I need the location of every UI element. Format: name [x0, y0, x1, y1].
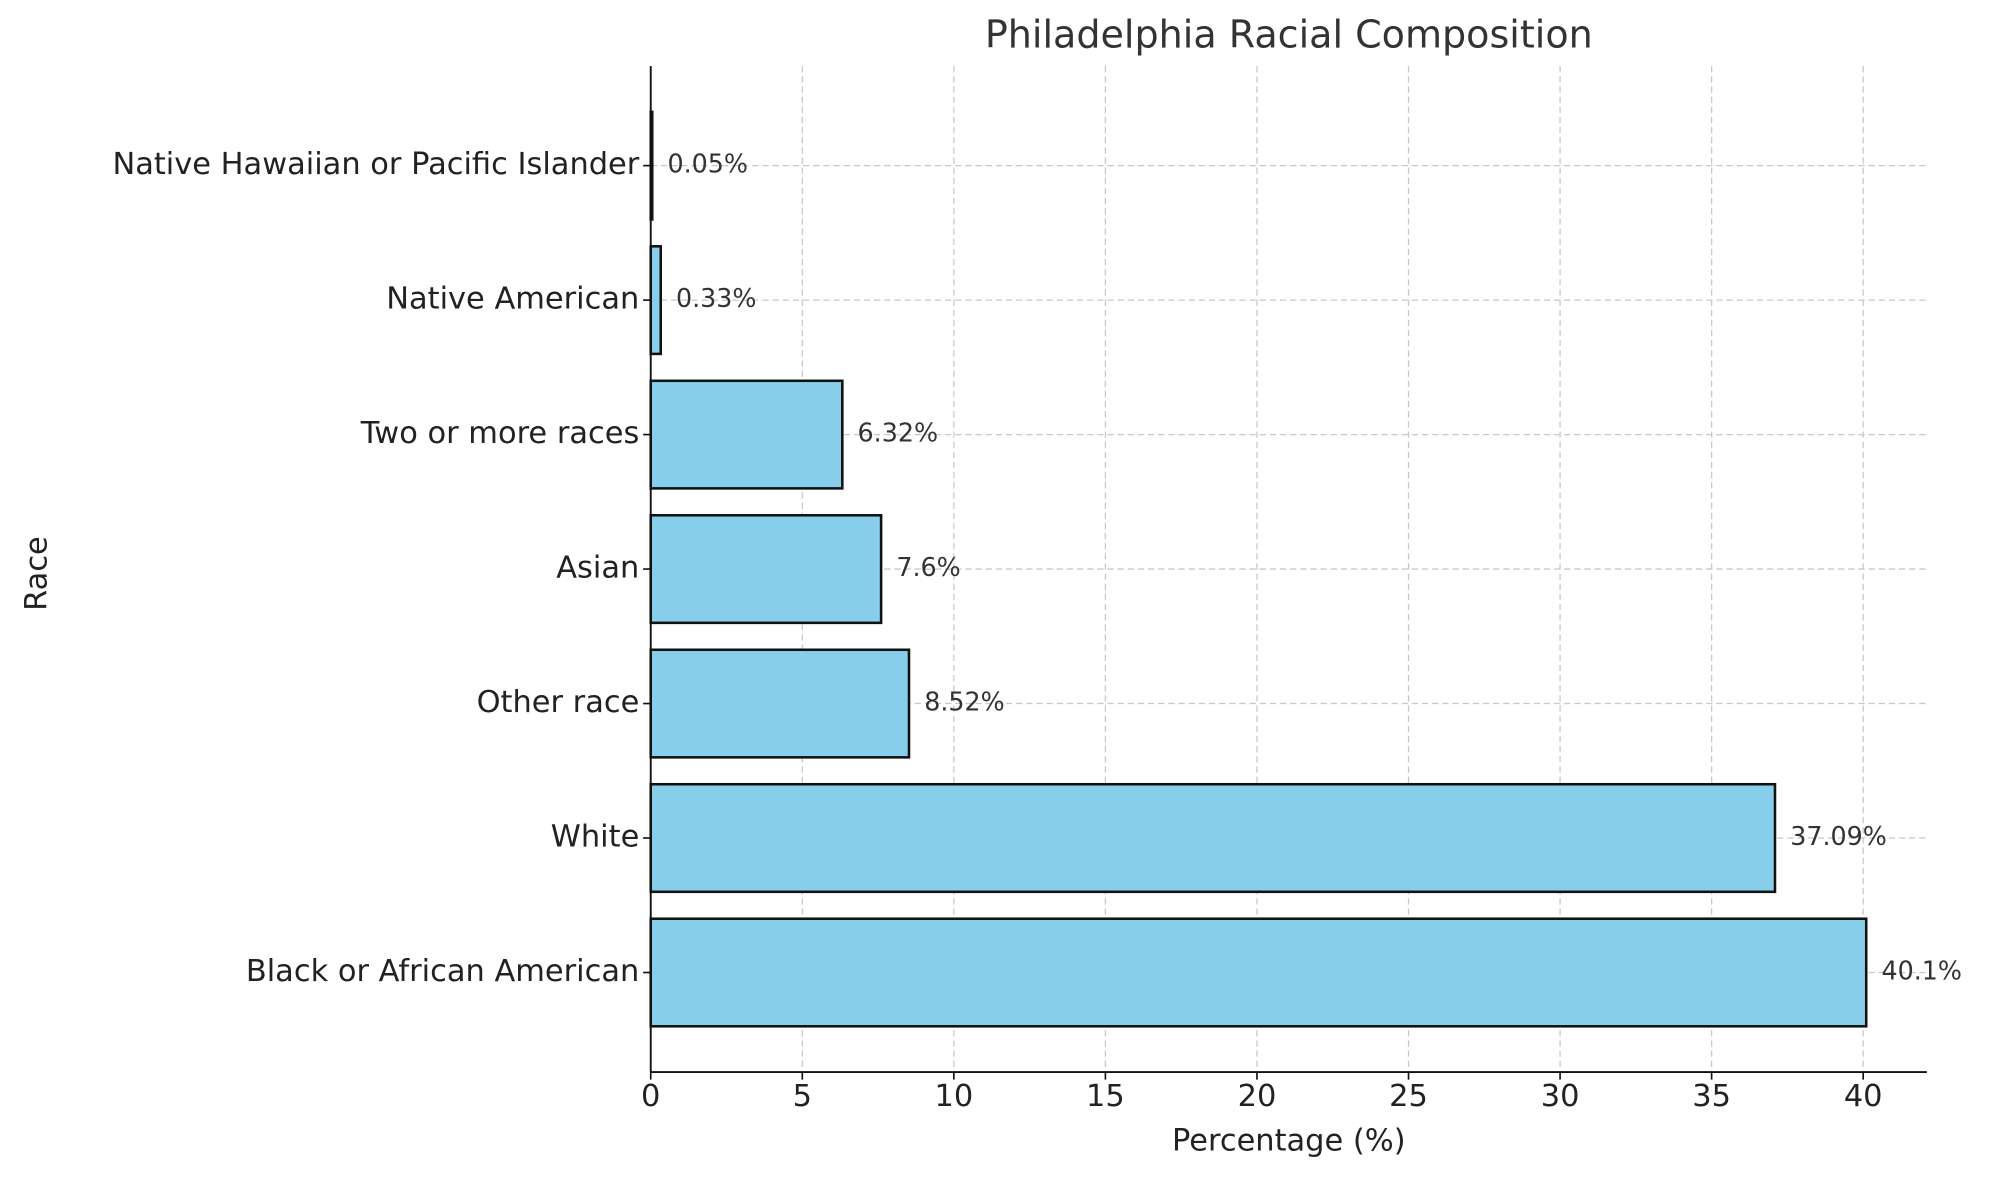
value-label: 0.33% — [676, 283, 757, 313]
y-tick-label: Native Hawaiian or Pacific Islander — [112, 147, 639, 182]
bar — [649, 379, 844, 490]
chart-title: Philadelphia Racial Composition — [985, 12, 1593, 56]
x-tick-label: 25 — [1389, 1079, 1428, 1114]
y-tick-label: Other race — [477, 685, 640, 720]
x-tick-label: 0 — [641, 1079, 660, 1114]
bar — [649, 245, 663, 356]
x-tick-label: 10 — [934, 1079, 973, 1114]
x-tick-label: 20 — [1238, 1079, 1277, 1114]
x-tick-label: 5 — [793, 1079, 812, 1114]
y-tick-label: Asian — [556, 551, 639, 586]
x-tick-label: 30 — [1541, 1079, 1580, 1114]
value-label: 40.1% — [1881, 956, 1962, 986]
value-label: 37.09% — [1790, 821, 1887, 851]
bar — [649, 648, 911, 759]
x-tick-label: 35 — [1692, 1079, 1731, 1114]
y-tick-label: Two or more races — [360, 416, 640, 451]
y-tick-label: Black or African American — [246, 954, 639, 989]
bar — [649, 514, 883, 625]
bar — [649, 917, 1868, 1028]
value-label: 7.6% — [896, 552, 960, 582]
y-axis-label: Race — [20, 536, 55, 611]
y-tick-label: White — [551, 820, 640, 855]
value-label: 8.52% — [924, 687, 1005, 717]
value-label: 6.32% — [858, 418, 939, 448]
value-label: 0.05% — [667, 149, 748, 179]
x-tick-label: 40 — [1844, 1079, 1883, 1114]
y-tick-label: Native American — [386, 282, 639, 317]
x-axis-label: Percentage (%) — [1172, 1123, 1406, 1158]
x-tick-label: 15 — [1086, 1079, 1125, 1114]
bar — [649, 782, 1777, 894]
